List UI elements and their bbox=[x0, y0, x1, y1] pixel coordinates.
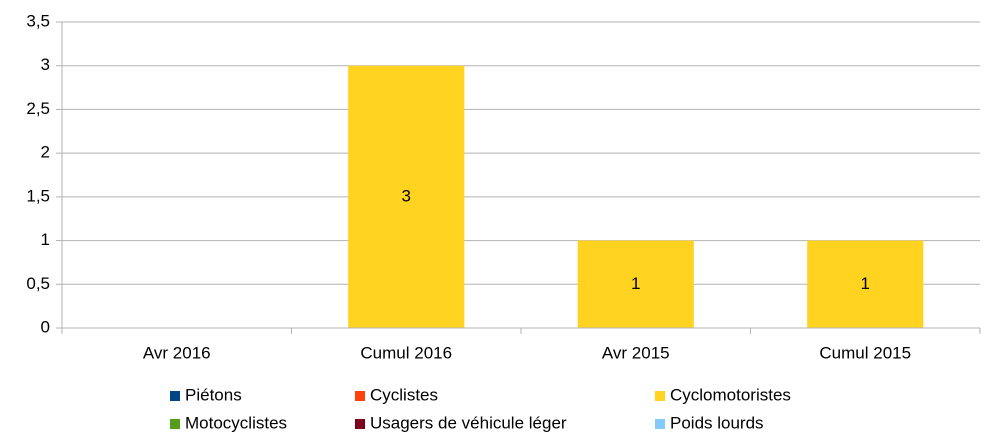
bar bbox=[807, 240, 924, 328]
legend-swatch bbox=[355, 391, 365, 401]
y-tick-label: 0,5 bbox=[26, 274, 50, 293]
y-tick-label: 2,5 bbox=[26, 99, 50, 118]
y-tick-label: 1,5 bbox=[26, 186, 50, 205]
legend-swatch bbox=[355, 419, 365, 429]
y-tick-label: 2 bbox=[41, 143, 50, 162]
legend-label: Cyclistes bbox=[370, 385, 438, 404]
bar bbox=[348, 65, 465, 328]
data-label: 3 bbox=[402, 186, 411, 205]
x-tick-label: Avr 2016 bbox=[143, 343, 211, 362]
data-label: 1 bbox=[631, 274, 640, 293]
y-tick-label: 3,5 bbox=[26, 11, 50, 30]
x-tick-label: Cumul 2016 bbox=[360, 343, 452, 362]
legend-label: Piétons bbox=[185, 385, 242, 404]
data-label: 1 bbox=[861, 274, 870, 293]
legend-label: Poids lourds bbox=[670, 413, 764, 432]
x-tick-label: Cumul 2015 bbox=[819, 343, 911, 362]
legend-swatch bbox=[170, 419, 180, 429]
legend-label: Cyclomotoristes bbox=[670, 385, 791, 404]
legend-swatch bbox=[655, 391, 665, 401]
y-tick-label: 3 bbox=[41, 55, 50, 74]
legend-swatch bbox=[655, 419, 665, 429]
legend-label: Motocyclistes bbox=[185, 413, 287, 432]
y-tick-label: 1 bbox=[41, 230, 50, 249]
y-tick-label: 0 bbox=[41, 317, 50, 336]
x-tick-label: Avr 2015 bbox=[602, 343, 670, 362]
bar bbox=[577, 240, 694, 328]
legend-label: Usagers de véhicule léger bbox=[370, 413, 567, 432]
legend-swatch bbox=[170, 391, 180, 401]
